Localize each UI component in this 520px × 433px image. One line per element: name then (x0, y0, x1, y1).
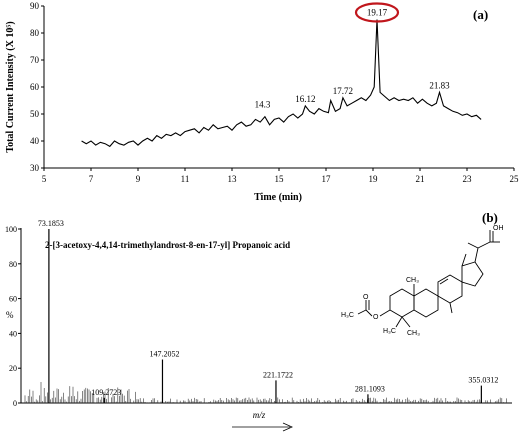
structure-label-ch3-b: CH₃ (406, 277, 419, 284)
x-tick-label: 13 (228, 174, 238, 184)
y-tick-label: 70 (30, 55, 40, 65)
structure-labels: OH O O H₃C H₃C CH₃ CH₃ (341, 225, 504, 337)
x-tick-label: 19 (369, 174, 379, 184)
chromatogram-panel-label: (a) (473, 7, 488, 22)
x-tick-label: 21 (416, 174, 425, 184)
highlight-ellipse (354, 2, 400, 23)
y-tick-label: 80 (30, 28, 40, 38)
y-tick-label: 40 (30, 136, 40, 146)
spectrum-peak-label: 147.2052 (149, 350, 179, 359)
x-tick-label: 7 (89, 174, 94, 184)
spectrum-peaks: 73.1853 147.2052 109.2723 221.1722 281.1093 3… (38, 219, 498, 403)
peak-label: 14.3 (255, 99, 271, 109)
spectrum-x-label: m/z (253, 410, 266, 420)
x-tick-label: 15 (275, 174, 285, 184)
spectrum-y-ticks: 0 20 40 60 80 100 (5, 225, 21, 408)
x-tick-label: 17 (322, 174, 332, 184)
peak-label: 17.72 (333, 86, 353, 96)
chromatogram-y-label: Total Current Intensity (X 10⁵) (5, 21, 16, 152)
arrow-icon (232, 422, 293, 432)
chromatogram-x-ticks: 5 7 9 11 13 15 17 19 21 23 25 (42, 168, 519, 184)
structure-label-o2: O (363, 294, 369, 301)
structure-label-ch3: CH₃ (407, 330, 420, 337)
mass-spectrum-panel: 0 20 40 60 80 100 73.1853 147.2052 109.2723 221.… (5, 210, 512, 432)
spectrum-peak-label: 73.1853 (38, 219, 64, 228)
chromatogram-x-label: Time (min) (254, 192, 302, 203)
x-tick-label: 11 (181, 174, 190, 184)
structure-label-h3c-b: H₃C (383, 328, 396, 335)
y-tick-label: 90 (30, 1, 40, 11)
chromatogram-trace (81, 19, 482, 148)
compound-name: 2-[3-acetoxy-4,4,14-trimethylandrost-8-e… (45, 240, 290, 250)
structure-label-o: O (373, 314, 379, 321)
x-tick-label: 9 (136, 174, 141, 184)
spectrum-y-label: % (6, 310, 14, 320)
chromatogram-y-ticks: 30 40 50 60 70 80 90 (30, 1, 44, 173)
spectrum-minor-peaks (24, 381, 507, 403)
x-tick-label: 25 (510, 174, 520, 184)
spectrum-peak-label: 221.1722 (263, 370, 293, 379)
y-tick-label: 30 (30, 163, 40, 173)
chromatogram-peak-labels: 14.3 16.12 17.72 19.17 21.83 (255, 8, 450, 110)
peak-label: 19.17 (367, 8, 388, 18)
y-tick-label: 0 (13, 399, 17, 408)
y-tick-label: 60 (30, 82, 40, 92)
x-tick-label: 5 (42, 174, 47, 184)
peak-label: 21.83 (429, 80, 450, 90)
y-tick-label: 50 (30, 109, 40, 119)
y-tick-label: 60 (9, 295, 17, 304)
y-tick-label: 40 (9, 329, 17, 338)
y-tick-label: 80 (9, 260, 17, 269)
structure-label-h3c: H₃C (341, 312, 354, 319)
spectrum-peak-label: 281.1093 (355, 384, 385, 393)
spectrum-panel-label: (b) (482, 210, 498, 225)
structure-label-oh: OH (493, 225, 504, 232)
peak-label: 16.12 (295, 94, 315, 104)
x-tick-label: 23 (463, 174, 473, 184)
y-tick-label: 100 (5, 225, 17, 234)
molecular-structure (357, 230, 500, 328)
spectrum-peak-label: 355.0312 (468, 376, 498, 385)
spectrum-peak-label: 109.2723 (91, 388, 121, 397)
y-tick-label: 20 (9, 364, 17, 373)
